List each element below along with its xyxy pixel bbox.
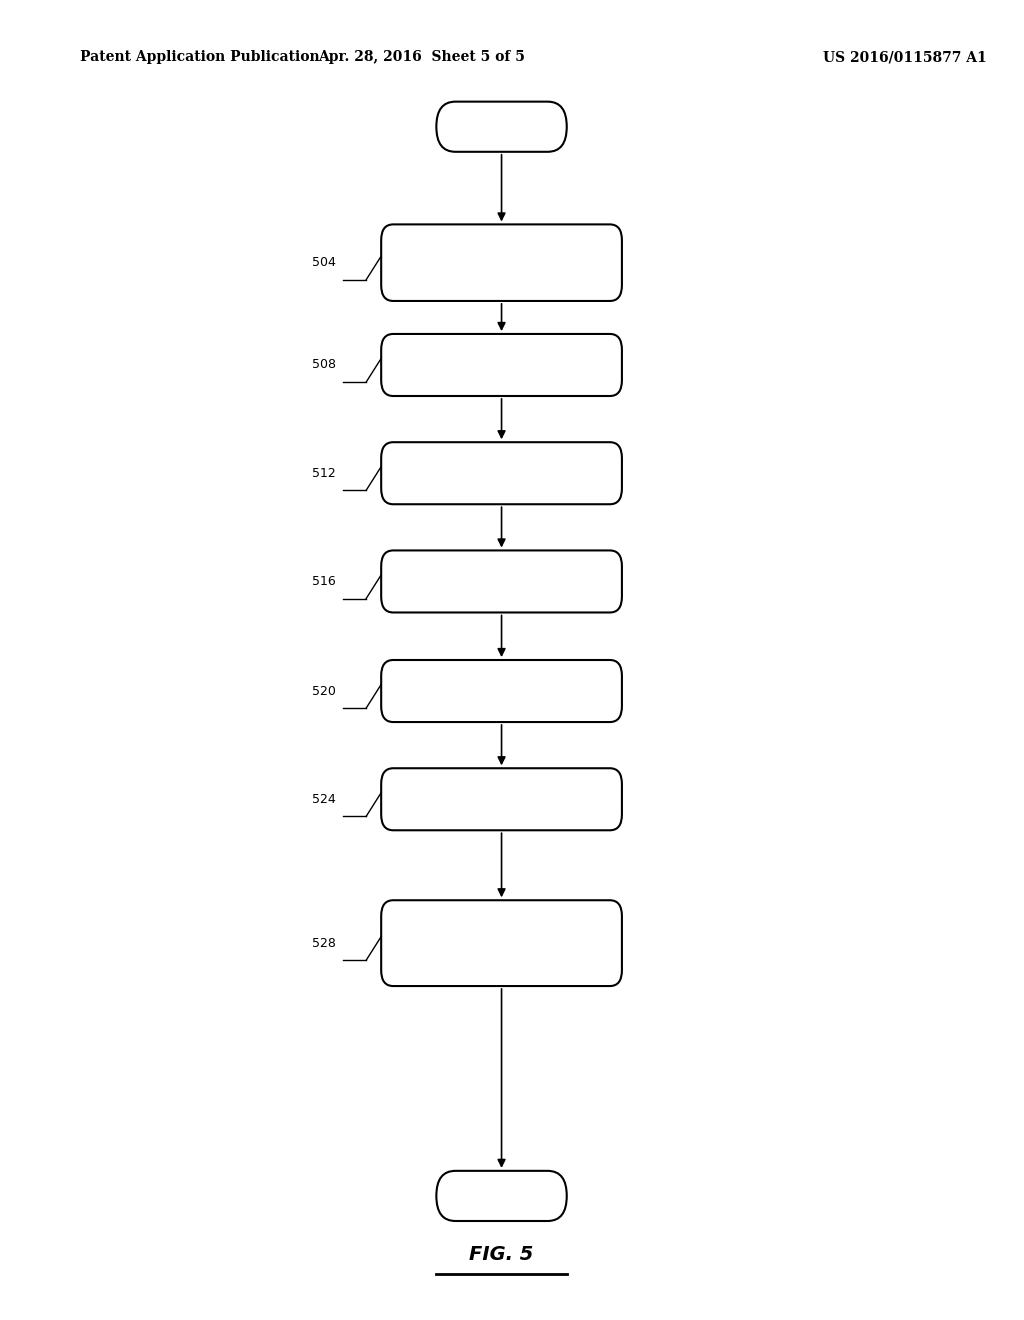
- FancyBboxPatch shape: [381, 334, 622, 396]
- Text: Patent Application Publication: Patent Application Publication: [80, 50, 319, 65]
- FancyBboxPatch shape: [381, 660, 622, 722]
- FancyBboxPatch shape: [381, 224, 622, 301]
- Text: FIG. 5: FIG. 5: [469, 1245, 534, 1263]
- FancyBboxPatch shape: [436, 102, 566, 152]
- Text: 504: 504: [312, 256, 336, 269]
- Text: 520: 520: [312, 685, 336, 697]
- Text: 528: 528: [312, 937, 336, 949]
- Text: 516: 516: [312, 576, 336, 587]
- FancyBboxPatch shape: [436, 1171, 566, 1221]
- FancyBboxPatch shape: [381, 768, 622, 830]
- Text: 508: 508: [312, 359, 336, 371]
- FancyBboxPatch shape: [381, 900, 622, 986]
- Text: 512: 512: [312, 467, 336, 479]
- Text: Apr. 28, 2016  Sheet 5 of 5: Apr. 28, 2016 Sheet 5 of 5: [317, 50, 524, 65]
- Text: US 2016/0115877 A1: US 2016/0115877 A1: [822, 50, 986, 65]
- FancyBboxPatch shape: [381, 550, 622, 612]
- Text: 524: 524: [312, 793, 336, 805]
- FancyBboxPatch shape: [381, 442, 622, 504]
